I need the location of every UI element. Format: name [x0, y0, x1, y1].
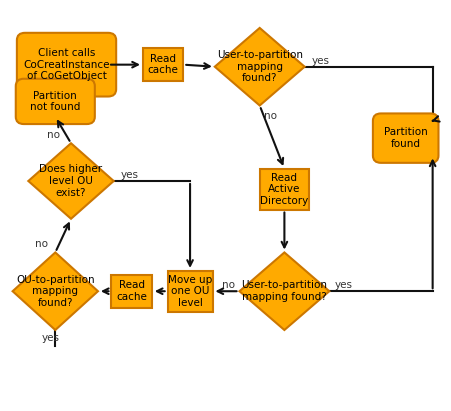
FancyBboxPatch shape [167, 271, 212, 312]
Polygon shape [13, 252, 98, 330]
FancyBboxPatch shape [143, 48, 183, 81]
Text: Partition
found: Partition found [383, 127, 427, 149]
Text: Client calls
CoCreatInstance
of CoGetObject: Client calls CoCreatInstance of CoGetObj… [23, 48, 110, 81]
Text: yes: yes [334, 280, 352, 290]
Text: yes: yes [120, 170, 138, 180]
Polygon shape [28, 143, 114, 219]
FancyBboxPatch shape [259, 169, 308, 210]
Text: Does higher
level OU
exist?: Does higher level OU exist? [39, 164, 102, 198]
Polygon shape [239, 252, 329, 330]
FancyBboxPatch shape [111, 275, 152, 307]
Text: no: no [46, 130, 60, 140]
Text: Partition
not found: Partition not found [30, 90, 80, 112]
Text: no: no [35, 239, 48, 249]
Text: User-to-partition
mapping found?: User-to-partition mapping found? [241, 280, 327, 302]
Text: Read
cache: Read cache [116, 280, 147, 302]
Text: User-to-partition
mapping
found?: User-to-partition mapping found? [216, 50, 302, 83]
Text: no: no [264, 111, 277, 121]
Text: Read
cache: Read cache [147, 54, 178, 76]
Text: yes: yes [311, 55, 329, 66]
Text: Read
Active
Directory: Read Active Directory [260, 173, 308, 206]
Text: yes: yes [41, 333, 60, 343]
Text: OU-to-partition
mapping
found?: OU-to-partition mapping found? [16, 275, 94, 308]
Text: Move up
one OU
level: Move up one OU level [168, 275, 212, 308]
FancyBboxPatch shape [372, 113, 437, 163]
FancyBboxPatch shape [17, 33, 116, 97]
Polygon shape [214, 28, 304, 106]
Text: no: no [221, 280, 234, 290]
FancyBboxPatch shape [16, 79, 95, 124]
